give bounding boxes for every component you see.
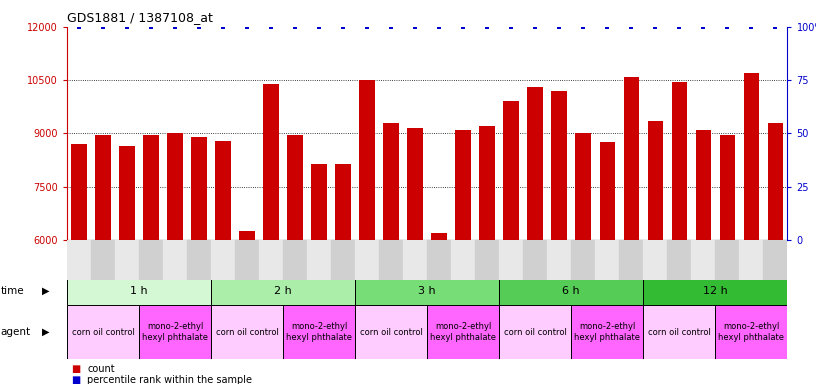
Bar bbox=[283, 305, 355, 359]
Bar bbox=[768, 123, 783, 240]
Bar bbox=[331, 240, 355, 280]
Text: 12 h: 12 h bbox=[703, 286, 728, 296]
Bar bbox=[552, 91, 567, 240]
Text: percentile rank within the sample: percentile rank within the sample bbox=[87, 375, 252, 384]
Text: 2 h: 2 h bbox=[274, 286, 292, 296]
Bar bbox=[235, 240, 259, 280]
Bar bbox=[307, 240, 331, 280]
Bar bbox=[571, 305, 643, 359]
Bar bbox=[407, 128, 423, 240]
Bar bbox=[403, 240, 428, 280]
Bar bbox=[259, 240, 283, 280]
Bar bbox=[379, 240, 403, 280]
Text: 3 h: 3 h bbox=[419, 286, 436, 296]
Bar bbox=[211, 305, 283, 359]
Text: corn oil control: corn oil control bbox=[360, 328, 423, 337]
Bar bbox=[643, 240, 667, 280]
Bar bbox=[720, 135, 735, 240]
Bar bbox=[716, 305, 787, 359]
Text: mono-2-ethyl
hexyl phthalate: mono-2-ethyl hexyl phthalate bbox=[574, 323, 641, 342]
Bar bbox=[623, 76, 639, 240]
Text: agent: agent bbox=[1, 327, 31, 337]
Text: mono-2-ethyl
hexyl phthalate: mono-2-ethyl hexyl phthalate bbox=[430, 323, 496, 342]
Bar bbox=[480, 126, 495, 240]
Bar bbox=[427, 305, 499, 359]
Bar bbox=[139, 240, 163, 280]
Text: corn oil control: corn oil control bbox=[215, 328, 278, 337]
Bar bbox=[239, 231, 255, 240]
Bar bbox=[695, 130, 712, 240]
Bar bbox=[355, 276, 499, 305]
Bar bbox=[596, 240, 619, 280]
Text: mono-2-ethyl
hexyl phthalate: mono-2-ethyl hexyl phthalate bbox=[718, 323, 784, 342]
Bar bbox=[619, 240, 643, 280]
Bar bbox=[523, 240, 548, 280]
Bar bbox=[143, 135, 159, 240]
Bar bbox=[67, 240, 91, 280]
Bar bbox=[451, 240, 475, 280]
Bar bbox=[503, 101, 519, 240]
Bar bbox=[139, 305, 211, 359]
Bar bbox=[527, 87, 543, 240]
Bar bbox=[119, 146, 135, 240]
Text: 1 h: 1 h bbox=[131, 286, 148, 296]
Bar bbox=[648, 121, 663, 240]
Bar bbox=[600, 142, 615, 240]
Bar bbox=[283, 240, 307, 280]
Bar bbox=[743, 73, 759, 240]
Bar bbox=[548, 240, 571, 280]
Text: time: time bbox=[1, 286, 24, 296]
Bar bbox=[211, 276, 355, 305]
Text: ■: ■ bbox=[71, 364, 80, 374]
Bar bbox=[455, 130, 471, 240]
Bar bbox=[91, 240, 115, 280]
Bar bbox=[499, 305, 571, 359]
Text: ▶: ▶ bbox=[42, 286, 50, 296]
Bar bbox=[115, 240, 139, 280]
Bar bbox=[667, 240, 691, 280]
Bar bbox=[67, 305, 139, 359]
Text: mono-2-ethyl
hexyl phthalate: mono-2-ethyl hexyl phthalate bbox=[142, 323, 208, 342]
Text: corn oil control: corn oil control bbox=[72, 328, 135, 337]
Bar bbox=[432, 233, 447, 240]
Bar bbox=[427, 240, 451, 280]
Bar bbox=[191, 137, 206, 240]
Bar bbox=[384, 123, 399, 240]
Bar bbox=[287, 135, 303, 240]
Text: GDS1881 / 1387108_at: GDS1881 / 1387108_at bbox=[67, 12, 213, 25]
Bar bbox=[187, 240, 211, 280]
Bar bbox=[355, 240, 379, 280]
Text: mono-2-ethyl
hexyl phthalate: mono-2-ethyl hexyl phthalate bbox=[286, 323, 352, 342]
Bar bbox=[643, 305, 716, 359]
Bar bbox=[95, 135, 111, 240]
Text: corn oil control: corn oil control bbox=[503, 328, 566, 337]
Bar bbox=[335, 164, 351, 240]
Bar bbox=[215, 141, 231, 240]
Text: count: count bbox=[87, 364, 115, 374]
Bar bbox=[355, 305, 428, 359]
Bar bbox=[571, 240, 596, 280]
Text: ■: ■ bbox=[71, 375, 80, 384]
Bar bbox=[739, 240, 764, 280]
Bar bbox=[311, 164, 327, 240]
Text: 6 h: 6 h bbox=[562, 286, 580, 296]
Bar bbox=[764, 240, 787, 280]
Text: ▶: ▶ bbox=[42, 327, 50, 337]
Bar bbox=[163, 240, 187, 280]
Bar bbox=[499, 276, 643, 305]
Bar bbox=[211, 240, 235, 280]
Bar bbox=[475, 240, 499, 280]
Bar bbox=[67, 276, 211, 305]
Bar bbox=[167, 134, 183, 240]
Bar bbox=[71, 144, 86, 240]
Bar bbox=[264, 84, 279, 240]
Bar bbox=[716, 240, 739, 280]
Bar bbox=[499, 240, 523, 280]
Bar bbox=[575, 134, 591, 240]
Bar bbox=[359, 80, 375, 240]
Text: corn oil control: corn oil control bbox=[648, 328, 711, 337]
Bar bbox=[672, 82, 687, 240]
Bar bbox=[643, 276, 787, 305]
Bar bbox=[691, 240, 716, 280]
